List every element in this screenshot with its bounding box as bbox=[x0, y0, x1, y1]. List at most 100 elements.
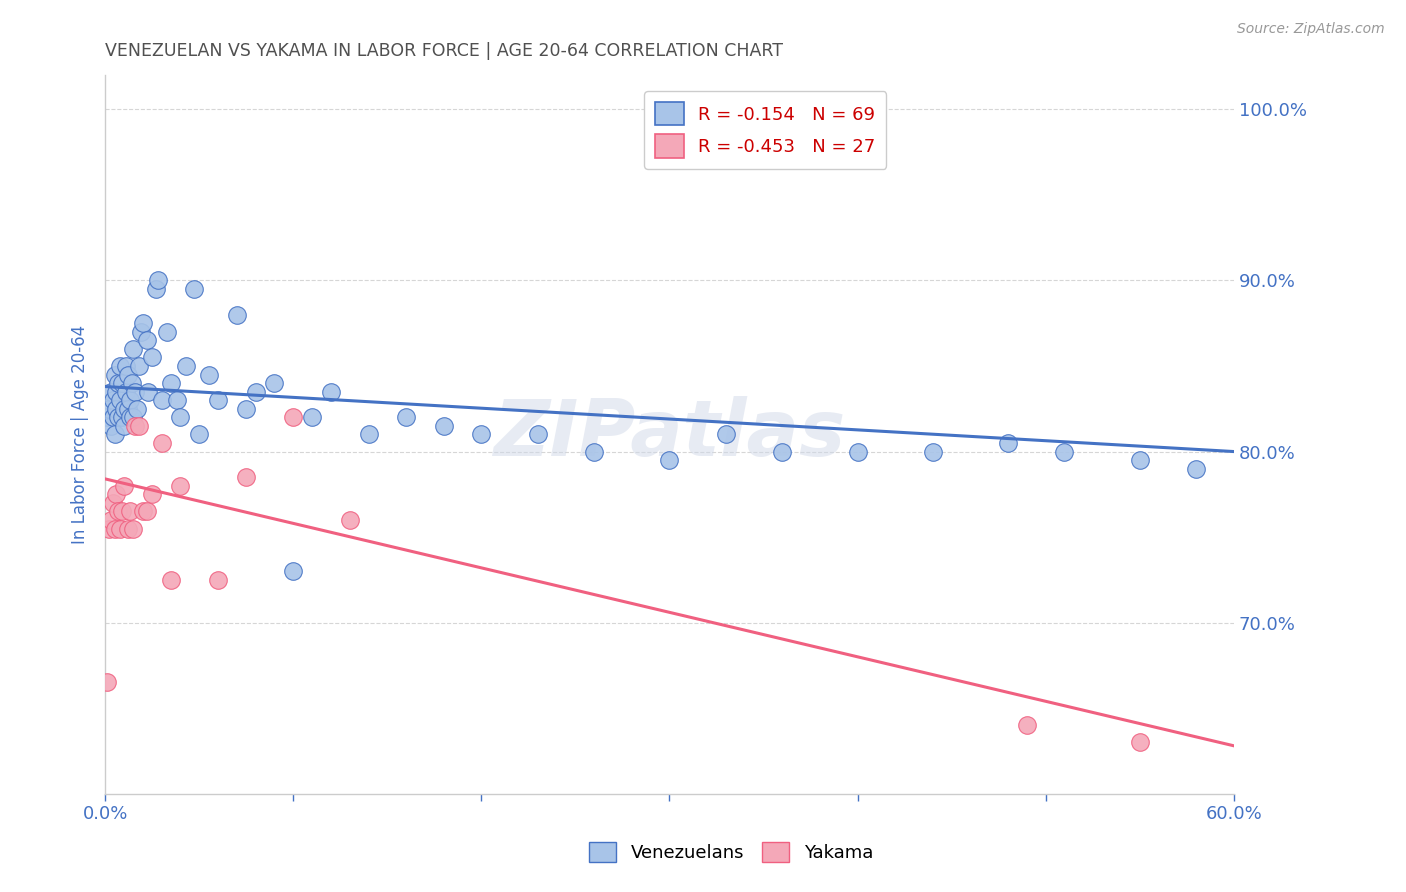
Point bbox=[527, 427, 550, 442]
Point bbox=[166, 393, 188, 408]
Point bbox=[110, 393, 132, 408]
Point bbox=[160, 376, 183, 391]
Point bbox=[129, 325, 152, 339]
Point bbox=[101, 410, 124, 425]
Text: ZIPatlas: ZIPatlas bbox=[494, 396, 845, 473]
Point bbox=[112, 418, 135, 433]
Point bbox=[117, 522, 139, 536]
Point bbox=[100, 418, 122, 433]
Point bbox=[921, 444, 943, 458]
Point bbox=[183, 282, 205, 296]
Point bbox=[132, 316, 155, 330]
Point bbox=[169, 479, 191, 493]
Point bbox=[105, 401, 128, 416]
Point bbox=[112, 479, 135, 493]
Point bbox=[127, 401, 149, 416]
Legend: R = -0.154   N = 69, R = -0.453   N = 27: R = -0.154 N = 69, R = -0.453 N = 27 bbox=[644, 91, 886, 169]
Point bbox=[188, 427, 211, 442]
Point bbox=[146, 273, 169, 287]
Point bbox=[339, 513, 361, 527]
Point bbox=[107, 504, 129, 518]
Point bbox=[395, 410, 418, 425]
Point bbox=[141, 351, 163, 365]
Point bbox=[357, 427, 380, 442]
Point bbox=[301, 410, 323, 425]
Point bbox=[283, 410, 305, 425]
Point bbox=[121, 376, 143, 391]
Point bbox=[1129, 735, 1152, 749]
Point bbox=[122, 410, 145, 425]
Point bbox=[98, 522, 121, 536]
Point bbox=[122, 522, 145, 536]
Point bbox=[197, 368, 219, 382]
Point bbox=[104, 522, 127, 536]
Point bbox=[100, 513, 122, 527]
Point bbox=[104, 368, 127, 382]
Point bbox=[135, 334, 157, 348]
Point bbox=[124, 384, 146, 399]
Point bbox=[235, 401, 257, 416]
Point bbox=[96, 675, 118, 690]
Point bbox=[101, 496, 124, 510]
Point bbox=[111, 504, 134, 518]
Point bbox=[105, 384, 128, 399]
Point bbox=[156, 325, 179, 339]
Point bbox=[118, 393, 141, 408]
Point bbox=[169, 410, 191, 425]
Point bbox=[135, 504, 157, 518]
Point bbox=[107, 376, 129, 391]
Point bbox=[174, 359, 197, 373]
Point bbox=[150, 436, 173, 450]
Point bbox=[1015, 718, 1038, 732]
Point bbox=[117, 368, 139, 382]
Point bbox=[112, 401, 135, 416]
Legend: Venezuelans, Yakama: Venezuelans, Yakama bbox=[582, 835, 880, 870]
Point bbox=[110, 522, 132, 536]
Point bbox=[846, 444, 869, 458]
Point bbox=[1129, 453, 1152, 467]
Point bbox=[101, 393, 124, 408]
Point bbox=[319, 384, 342, 399]
Point bbox=[583, 444, 606, 458]
Point bbox=[107, 410, 129, 425]
Point bbox=[470, 427, 492, 442]
Point bbox=[770, 444, 793, 458]
Point bbox=[235, 470, 257, 484]
Point bbox=[100, 384, 122, 399]
Point bbox=[160, 573, 183, 587]
Point bbox=[104, 427, 127, 442]
Point bbox=[105, 487, 128, 501]
Point bbox=[1053, 444, 1076, 458]
Point bbox=[225, 308, 247, 322]
Point bbox=[997, 436, 1019, 450]
Point bbox=[110, 359, 132, 373]
Y-axis label: In Labor Force | Age 20-64: In Labor Force | Age 20-64 bbox=[72, 325, 89, 544]
Point bbox=[263, 376, 285, 391]
Point bbox=[111, 376, 134, 391]
Point bbox=[98, 401, 121, 416]
Point bbox=[115, 359, 138, 373]
Text: VENEZUELAN VS YAKAMA IN LABOR FORCE | AGE 20-64 CORRELATION CHART: VENEZUELAN VS YAKAMA IN LABOR FORCE | AG… bbox=[105, 42, 783, 60]
Point bbox=[132, 504, 155, 518]
Point bbox=[714, 427, 737, 442]
Point bbox=[124, 418, 146, 433]
Point bbox=[1185, 461, 1208, 475]
Point bbox=[141, 487, 163, 501]
Point bbox=[207, 393, 229, 408]
Point bbox=[138, 384, 160, 399]
Point bbox=[115, 384, 138, 399]
Point bbox=[145, 282, 167, 296]
Point bbox=[283, 564, 305, 578]
Point bbox=[118, 504, 141, 518]
Point bbox=[207, 573, 229, 587]
Point bbox=[658, 453, 681, 467]
Point bbox=[433, 418, 456, 433]
Point bbox=[150, 393, 173, 408]
Point bbox=[128, 418, 150, 433]
Point bbox=[117, 401, 139, 416]
Point bbox=[96, 410, 118, 425]
Point bbox=[245, 384, 267, 399]
Text: Source: ZipAtlas.com: Source: ZipAtlas.com bbox=[1237, 22, 1385, 37]
Point bbox=[111, 410, 134, 425]
Point bbox=[128, 359, 150, 373]
